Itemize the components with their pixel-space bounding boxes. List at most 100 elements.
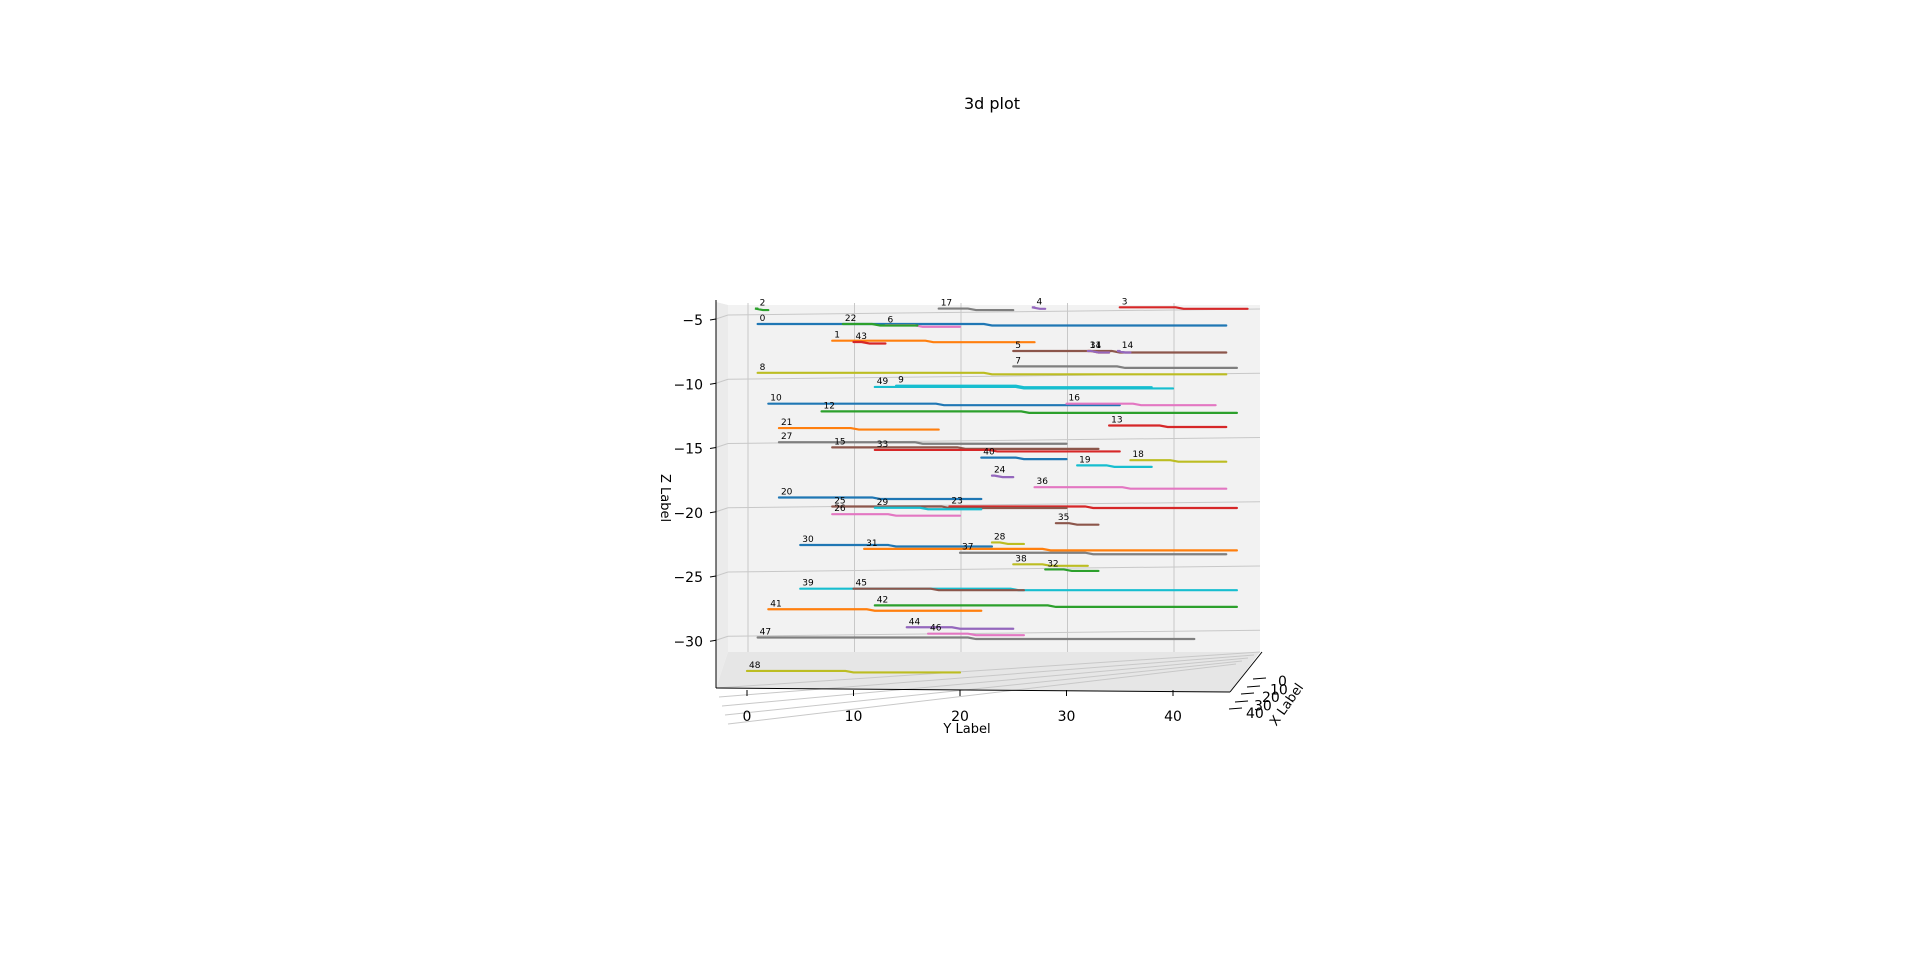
series-label: 22: [845, 314, 856, 324]
axes-panes: [716, 302, 1260, 692]
series-label: 13: [1111, 416, 1122, 426]
series-line: [767, 608, 983, 612]
series-line: [777, 441, 1068, 445]
series-line: [841, 322, 919, 327]
series-line: [1118, 306, 1249, 310]
series-line: [756, 371, 1228, 376]
series-line: [990, 474, 1015, 479]
z-tick-label: −20: [673, 506, 703, 522]
x-gridline-floor: [718, 654, 1255, 698]
x-tick-mark: [1252, 677, 1267, 680]
series-label: 30: [802, 535, 814, 545]
series-label: 38: [1015, 554, 1027, 564]
series-label: 43: [856, 332, 867, 342]
y-axis-label: Y Label: [942, 722, 990, 737]
series-line: [831, 513, 962, 517]
x-tick-label: 10: [1270, 683, 1288, 699]
grid-lines: [715, 303, 1261, 725]
series-label: 8: [760, 363, 766, 373]
series-line: [905, 626, 1015, 630]
x-gridline-floor: [715, 651, 1261, 689]
x-tick-label: 20: [1262, 690, 1280, 706]
z-gridline-back: [727, 565, 1261, 573]
series-label: 41: [770, 599, 781, 609]
series-label: 35: [1058, 513, 1069, 523]
z-tick-label: −30: [673, 634, 703, 650]
series-lines: [745, 306, 1249, 674]
series-line: [1012, 349, 1228, 354]
z-axis-label: Z Label: [657, 474, 672, 522]
back-pane: [728, 305, 1260, 652]
x-tick-label: 30: [1254, 699, 1272, 715]
series-label: 10: [770, 394, 782, 404]
z-gridline-back: [727, 308, 1261, 316]
series-label: 3: [1122, 297, 1128, 307]
z-tick-label: −25: [673, 570, 703, 586]
series-line: [873, 506, 983, 511]
series-line: [1065, 402, 1217, 407]
z-gridline-side: [715, 571, 729, 577]
series-line: [820, 410, 1238, 414]
series-line: [799, 543, 994, 548]
z-gridline-side: [715, 635, 729, 641]
series-line: [1031, 306, 1047, 310]
series-label: 14: [1122, 341, 1134, 351]
series-line: [1086, 349, 1111, 354]
series-label: 36: [1037, 477, 1049, 487]
series-label: 11: [1090, 341, 1101, 351]
series-label: 1: [834, 331, 840, 341]
series-line: [1012, 563, 1089, 567]
series-line: [1012, 365, 1238, 369]
series-label: 45: [856, 579, 867, 589]
series-line: [1108, 424, 1228, 429]
series-line: [980, 456, 1068, 461]
z-tick-mark: [709, 382, 717, 385]
x-tick-label: 40: [1246, 706, 1264, 722]
series-label: 49: [877, 377, 889, 387]
y-axis-line: [715, 687, 1231, 693]
series-label: 39: [802, 579, 814, 589]
series-line: [863, 547, 1238, 552]
series-label: 34: [1090, 341, 1102, 351]
series-label: 0: [760, 314, 766, 324]
series-label: 21: [781, 418, 792, 428]
z-tick-label: −5: [682, 313, 703, 329]
series-label: 28: [994, 532, 1006, 542]
series-label: 7: [1015, 356, 1021, 366]
x-gridline-floor: [724, 660, 1243, 716]
series-label: 42: [877, 595, 888, 605]
x-tick-mark: [1234, 700, 1249, 703]
series-line: [1116, 349, 1132, 354]
y-tick-label: 40: [1164, 709, 1182, 725]
series-line: [756, 636, 1196, 641]
z-tick-label: −10: [673, 377, 703, 393]
series-line: [895, 384, 1153, 389]
y-tick-label: 10: [845, 709, 863, 725]
z-tick-mark: [709, 447, 717, 449]
y-tick-label: 30: [1058, 709, 1076, 725]
series-line: [777, 426, 940, 431]
z-tick-mark: [709, 639, 717, 642]
z-gridline-side: [715, 378, 729, 384]
series-line: [754, 307, 770, 312]
series-line: [852, 340, 887, 345]
series-label: 33: [877, 440, 888, 450]
series-line: [852, 587, 1025, 592]
floor-pane: [716, 652, 1260, 692]
z-gridline-back: [727, 629, 1261, 637]
series-line: [831, 339, 1036, 344]
z-gridline-back: [727, 501, 1261, 509]
series-label: 4: [1037, 297, 1043, 307]
x-gridline-floor: [727, 663, 1237, 725]
series-label: 32: [1047, 559, 1058, 569]
series-label: 5: [1015, 341, 1021, 351]
series-label: 40: [983, 448, 995, 458]
z-gridline-side: [715, 443, 729, 448]
series-label: 48: [749, 661, 761, 671]
series-label: 15: [834, 437, 845, 447]
series-line: [831, 505, 1068, 510]
x-axis-line: [1229, 651, 1263, 693]
z-tick-label: −15: [673, 442, 703, 458]
